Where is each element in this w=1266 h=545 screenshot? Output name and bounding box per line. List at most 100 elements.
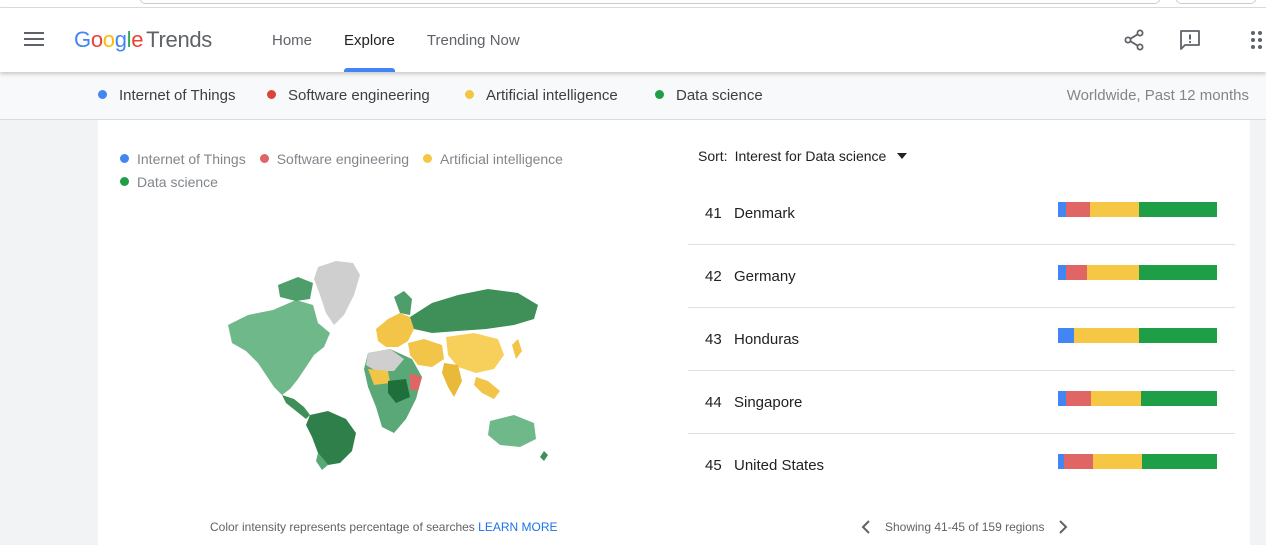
term-label: Internet of Things <box>119 87 236 104</box>
legend-label: Software engineering <box>276 151 410 167</box>
nav-explore[interactable]: Explore <box>328 8 411 72</box>
logo-letter: l <box>126 27 132 52</box>
share-segment-data-science <box>1139 202 1217 217</box>
map-sahara <box>366 349 404 371</box>
share-segment-artificial-intelligence <box>1092 454 1143 469</box>
pager-text: Showing 41-45 of 159 regions <box>885 520 1045 534</box>
feedback-icon[interactable] <box>1178 28 1202 52</box>
google-trends-logo[interactable]: Google Trends <box>74 27 212 53</box>
map-north-america <box>228 300 330 395</box>
map-central-africa <box>388 379 410 403</box>
logo-letter: o <box>90 27 103 52</box>
region-list: 41 Denmark 42 Germany 43 Honduras 44 Sin… <box>688 182 1235 497</box>
region-name[interactable]: Singapore <box>734 394 803 411</box>
map-color-note: Color intensity represents percentage of… <box>210 520 558 534</box>
world-map[interactable] <box>218 255 553 470</box>
share-segment-data-science <box>1139 265 1217 280</box>
sort-dropdown[interactable]: Sort: Interest for Data science <box>698 148 908 164</box>
comparison-bar: Internet of Things Software engineering … <box>0 72 1266 120</box>
legend-label: Artificial intelligence <box>440 151 563 167</box>
term-software-engineering[interactable]: Software engineering <box>267 72 430 120</box>
share-segment-internet-of-things <box>1058 202 1066 217</box>
share-segment-internet-of-things <box>1058 391 1066 406</box>
term-color-dot <box>98 90 107 99</box>
region-rank: 44 <box>705 394 722 411</box>
region-rank: 42 <box>705 268 722 285</box>
share-segment-data-science <box>1139 328 1217 343</box>
region-name[interactable]: Honduras <box>734 331 800 348</box>
map-middle-east <box>408 339 444 367</box>
share-segment-data-science <box>1140 391 1217 406</box>
term-data-science[interactable]: Data science <box>655 72 763 120</box>
map-central-america <box>282 395 310 419</box>
region-share-bar <box>1058 328 1217 343</box>
menu-icon[interactable] <box>24 32 44 48</box>
share-segment-internet-of-things <box>1058 328 1074 343</box>
region-rank: 41 <box>705 205 722 222</box>
region-row[interactable]: 42 Germany <box>688 245 1235 308</box>
term-color-dot <box>655 90 664 99</box>
region-share-bar <box>1058 391 1217 406</box>
nav-home[interactable]: Home <box>272 32 313 49</box>
legend-dot <box>120 154 129 163</box>
share-segment-data-science <box>1142 454 1217 469</box>
sort-label: Sort: <box>698 148 728 164</box>
map-new-zealand <box>540 451 548 461</box>
share-segment-software-engineering <box>1065 265 1087 280</box>
region-name[interactable]: Denmark <box>734 205 795 222</box>
geo-time-filter[interactable]: Worldwide, Past 12 months <box>1066 87 1249 104</box>
legend-dot <box>259 154 269 163</box>
share-segment-artificial-intelligence <box>1089 202 1140 217</box>
share-segment-internet-of-things <box>1058 265 1066 280</box>
learn-more-link[interactable]: LEARN MORE <box>478 520 558 534</box>
legend-item: Internet of Things <box>120 148 246 171</box>
map-canada-north <box>278 277 313 301</box>
app-header: Google Trends Home Explore Trending Now <box>0 8 1266 72</box>
sort-value: Interest for Data science <box>734 148 887 164</box>
map-greenland <box>314 261 360 325</box>
map-australia <box>488 415 536 447</box>
region-row[interactable]: 44 Singapore <box>688 371 1235 434</box>
logo-trends-text: Trends <box>146 27 213 52</box>
legend-label: Data science <box>137 174 218 190</box>
map-east-africa <box>410 373 422 391</box>
map-japan <box>512 339 522 359</box>
region-row[interactable]: 41 Denmark <box>688 182 1235 245</box>
share-segment-software-engineering <box>1065 202 1090 217</box>
term-internet-of-things[interactable]: Internet of Things <box>98 72 235 120</box>
term-color-dot <box>267 90 276 99</box>
map-east-asia <box>446 333 504 373</box>
map-europe <box>376 313 414 347</box>
map-scandinavia <box>394 291 412 315</box>
share-segment-artificial-intelligence <box>1073 328 1140 343</box>
map-southeast-asia <box>474 377 500 399</box>
logo-letter: g <box>114 27 127 52</box>
browser-extension-area[interactable] <box>1176 0 1256 4</box>
map-south-america <box>306 411 356 465</box>
map-india <box>442 363 462 397</box>
nav-trending-now[interactable]: Trending Now <box>426 32 520 49</box>
share-icon[interactable] <box>1122 28 1146 52</box>
map-south-america-cone <box>316 453 328 470</box>
color-note-text: Color intensity represents percentage of… <box>210 520 475 534</box>
logo-letter: o <box>102 27 115 52</box>
share-segment-software-engineering <box>1065 391 1092 406</box>
chevron-left-icon[interactable] <box>855 518 877 536</box>
chevron-right-icon[interactable] <box>1052 518 1074 536</box>
apps-icon[interactable] <box>1250 28 1266 52</box>
legend-dot <box>423 154 433 163</box>
region-name[interactable]: Germany <box>734 268 796 285</box>
address-bar[interactable] <box>140 0 1160 4</box>
share-segment-internet-of-things <box>1058 454 1065 469</box>
map-legend: Internet of Things Software engineering Ar… <box>120 148 620 194</box>
caret-down-icon <box>897 153 908 159</box>
region-pager: Showing 41-45 of 159 regions <box>855 518 1074 536</box>
region-name[interactable]: United States <box>734 457 825 474</box>
region-row[interactable]: 45 United States <box>688 434 1235 497</box>
region-row[interactable]: 43 Honduras <box>688 308 1235 371</box>
term-artificial-intelligence[interactable]: Artificial intelligence <box>465 72 618 120</box>
region-rank: 43 <box>705 331 722 348</box>
region-rank: 45 <box>705 457 722 474</box>
main-nav: Home Explore Trending Now <box>256 8 536 72</box>
browser-strip <box>0 0 1266 8</box>
